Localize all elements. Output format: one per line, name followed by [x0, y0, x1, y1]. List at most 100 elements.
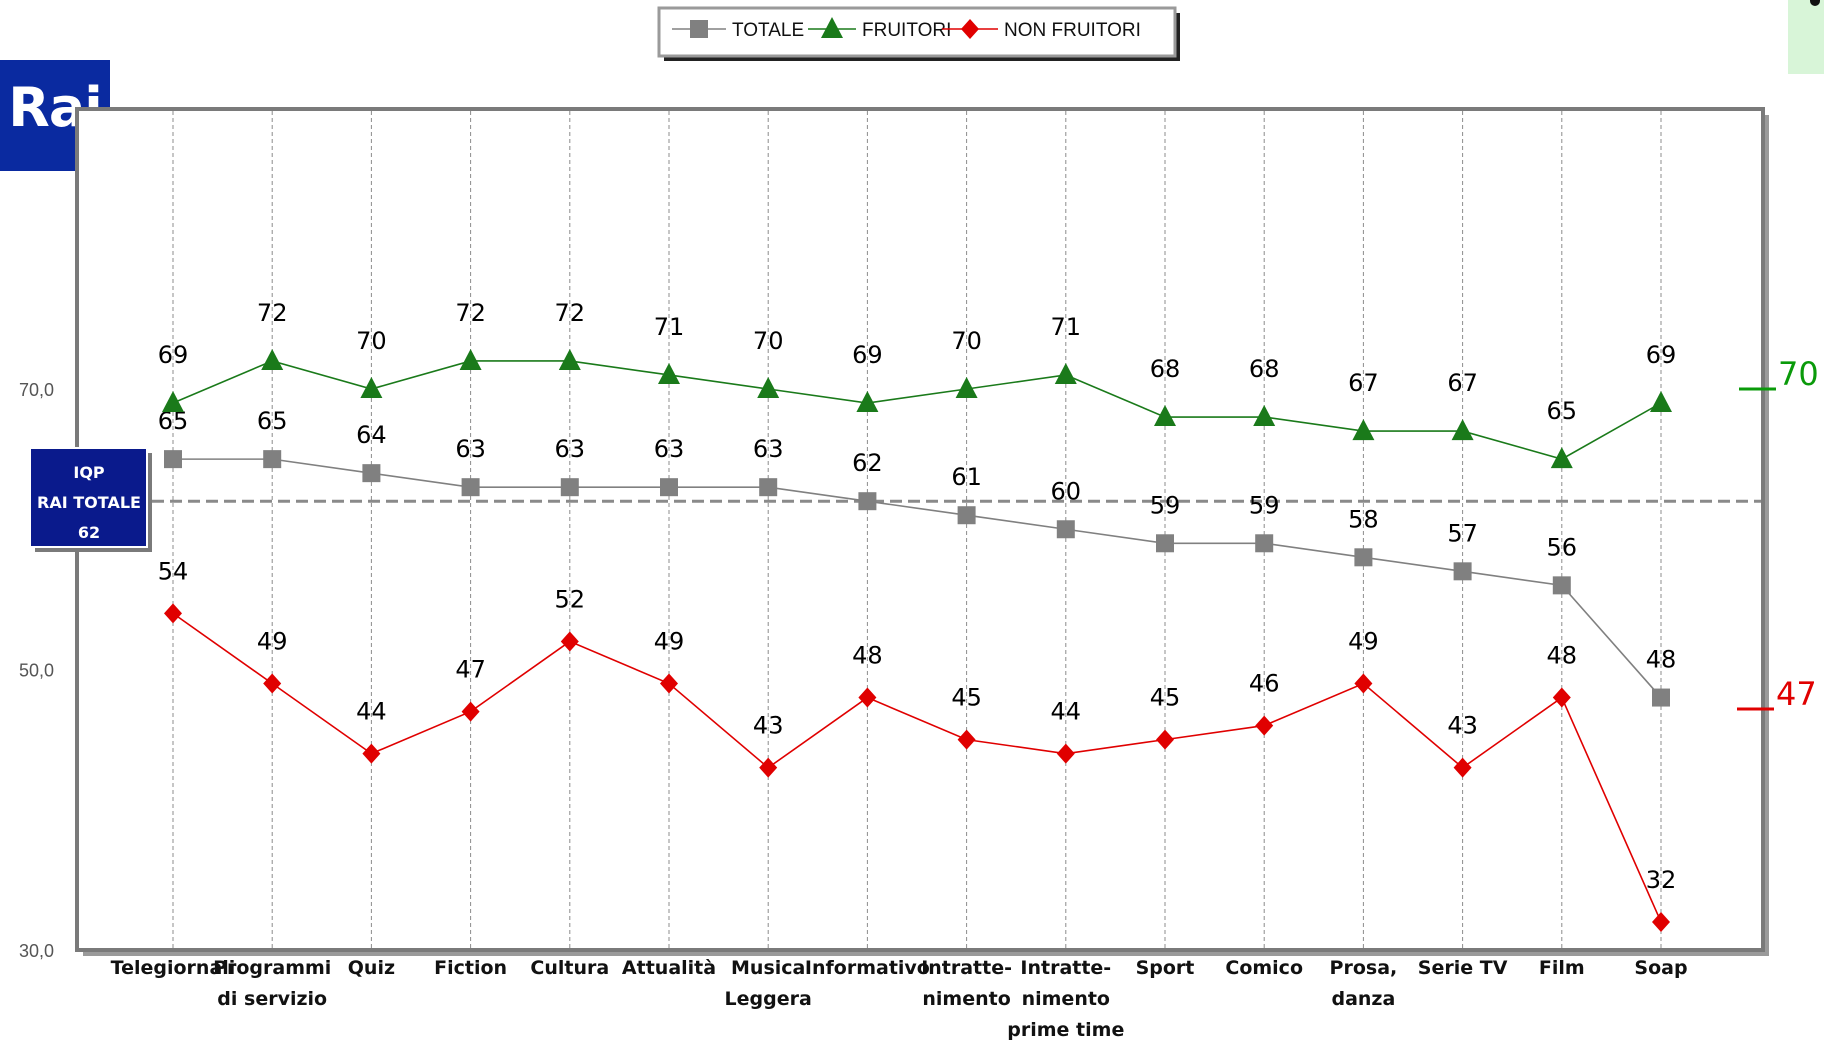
- legend-item: NON FRUITORI: [942, 19, 1141, 41]
- iqp-box-bg: [29, 447, 148, 548]
- x-category-label: Serie TV: [1418, 957, 1508, 979]
- data-label: 68: [1150, 355, 1181, 383]
- data-label: 56: [1547, 533, 1578, 561]
- square-marker: [1552, 576, 1571, 595]
- triangle-marker: [1054, 362, 1077, 384]
- data-label: 63: [654, 435, 685, 463]
- diamond-marker: [1056, 743, 1075, 764]
- diamond-marker: [957, 729, 976, 750]
- data-label: 70: [951, 327, 982, 355]
- legend: TOTALE FRUITORI NON FRUITORI: [657, 6, 1180, 61]
- legend-item: TOTALE: [672, 20, 804, 41]
- data-label: 67: [1447, 369, 1478, 397]
- series-line: [172, 360, 1662, 460]
- diamond-marker: [1354, 673, 1373, 694]
- data-label: 63: [555, 435, 586, 463]
- diamond-marker: [461, 701, 480, 722]
- data-label: 32: [1646, 866, 1677, 894]
- triangle-marker: [1451, 419, 1474, 441]
- square-marker: [858, 492, 877, 511]
- diamond-marker: [560, 631, 579, 652]
- data-label: 67: [1348, 369, 1379, 397]
- data-label: 49: [1348, 628, 1379, 656]
- x-category-label: Intratte-nimento prime time: [1007, 957, 1124, 1041]
- diamond-marker: [660, 673, 678, 694]
- x-category-label: Prosa, danza: [1330, 957, 1398, 1010]
- x-category-label: Telegiornali: [111, 957, 236, 979]
- series-line: [173, 458, 1662, 699]
- data-label: 68: [1249, 355, 1280, 383]
- square-marker: [759, 478, 778, 497]
- data-label: 43: [753, 712, 784, 740]
- square-marker: [1354, 548, 1373, 567]
- data-label: 47: [455, 656, 486, 684]
- plot-frame: [75, 107, 1765, 952]
- y-tick-label: 30,0: [19, 941, 54, 961]
- data-label: 48: [1646, 646, 1677, 674]
- x-category-label: Quiz: [348, 957, 395, 979]
- diamond-marker: [1453, 757, 1472, 778]
- data-label: 69: [1646, 341, 1677, 369]
- diamond-marker: [164, 603, 182, 624]
- square-marker: [164, 450, 182, 469]
- triangle-marker: [1253, 405, 1276, 427]
- data-label: 71: [1051, 313, 1082, 341]
- square-marker: [957, 506, 976, 525]
- data-label: 63: [455, 435, 486, 463]
- legend-label: TOTALE: [732, 20, 804, 41]
- data-label: 57: [1447, 519, 1478, 547]
- square-marker: [1453, 562, 1472, 581]
- iqp-value: 62: [78, 523, 100, 542]
- triangle-marker: [162, 391, 184, 413]
- data-label: 63: [753, 435, 784, 463]
- square-marker: [1652, 688, 1670, 707]
- data-label: 61: [951, 463, 982, 491]
- iqp-subtitle: RAI TOTALE: [37, 493, 141, 512]
- legend-item: FRUITORI: [808, 17, 951, 41]
- x-category-label: Comico: [1225, 957, 1303, 979]
- square-marker: [1255, 534, 1274, 553]
- triangle-marker: [558, 348, 581, 370]
- data-label: 45: [951, 684, 982, 712]
- data-label: 59: [1249, 491, 1280, 519]
- triangle-marker: [459, 348, 482, 370]
- series-line: [172, 612, 1662, 923]
- data-label: 48: [852, 642, 883, 670]
- side-label-non-fruitori: 47: [1776, 675, 1817, 713]
- data-label: 62: [852, 449, 883, 477]
- legend-label: FRUITORI: [862, 20, 951, 41]
- triangle-marker: [360, 377, 383, 398]
- data-label: 54: [158, 557, 189, 585]
- y-axis: 30,0 50,0 70,0: [19, 380, 54, 961]
- triangle-marker: [1154, 405, 1176, 427]
- square-marker: [1156, 534, 1174, 553]
- data-label: 71: [654, 313, 685, 341]
- data-label: 46: [1249, 670, 1280, 698]
- side-label-fruitori: 70: [1778, 355, 1819, 393]
- data-label: 43: [1447, 712, 1478, 740]
- square-marker: [690, 20, 708, 38]
- diamond-marker: [1652, 911, 1670, 932]
- diamond-marker: [759, 757, 778, 778]
- x-category-label: Sport: [1136, 957, 1195, 979]
- x-category-label: Fiction: [434, 957, 507, 979]
- x-category-label: Intratte-nimento: [921, 957, 1012, 1010]
- data-label: 52: [555, 585, 586, 613]
- triangle-marker: [261, 348, 284, 370]
- iqp-title: IQP: [73, 463, 105, 482]
- series-layer: 65 65 64 63 63 63 63 62 61 60 59 59 58 57 56 48 69 72 70 72…: [158, 299, 1677, 932]
- triangle-marker: [1650, 391, 1672, 413]
- triangle-marker: [757, 377, 780, 398]
- data-label: 65: [257, 407, 288, 435]
- data-label: 58: [1348, 505, 1379, 533]
- iqp-box: IQP RAI TOTALE 62: [29, 447, 152, 552]
- square-marker: [263, 450, 282, 469]
- data-label: 72: [455, 299, 486, 327]
- square-marker: [560, 478, 579, 497]
- x-category-label: Informativo: [805, 957, 930, 979]
- x-category-label: Attualità: [622, 957, 716, 979]
- square-marker: [660, 478, 678, 497]
- legend-box: [657, 6, 1177, 58]
